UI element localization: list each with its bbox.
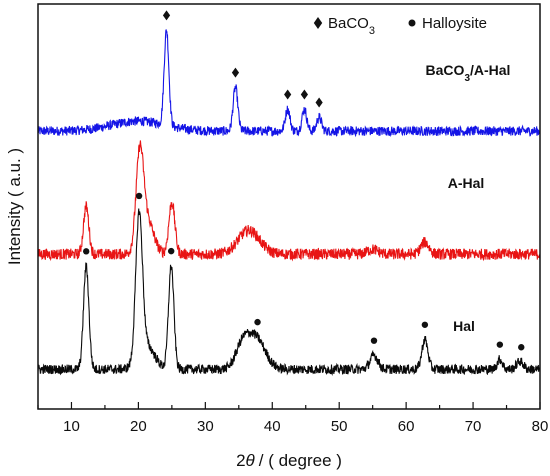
x-tick-label: 50 xyxy=(331,418,348,435)
series-label-baco3-rest: /A-Hal xyxy=(470,62,510,78)
x-tick-label: 30 xyxy=(197,418,214,435)
x-axis-ticks: 10 20 30 40 50 60 70 80 xyxy=(37,402,549,435)
series-label-a-hal: A-Hal xyxy=(448,175,485,191)
peak-marker-diamond xyxy=(162,10,171,21)
x-axis-label-theta: θ xyxy=(246,451,256,470)
series-label-baco3-main: BaCO xyxy=(426,62,465,78)
series-line-baco3-a-hal xyxy=(37,29,541,138)
legend-label-baco3-main: BaCO xyxy=(328,15,369,32)
peak-marker-circle xyxy=(518,344,525,351)
peak-marker-circle xyxy=(421,321,429,328)
peak-marker-diamond xyxy=(231,67,240,78)
peak-marker-diamond xyxy=(284,89,292,100)
series-label-baco3-sub: 3 xyxy=(464,73,470,84)
x-tick-label: 70 xyxy=(465,418,482,435)
legend-diamond-icon xyxy=(313,17,323,29)
plot-frame xyxy=(37,3,541,410)
peak-marker-circle xyxy=(167,247,175,255)
peak-marker-diamond xyxy=(300,89,308,100)
peak-marker-circle xyxy=(370,337,378,344)
peak-marker-diamond xyxy=(315,97,323,108)
series-label-hal: Hal xyxy=(453,318,475,334)
legend-circle-icon xyxy=(408,19,416,27)
markers-group xyxy=(82,10,525,351)
legend-label-baco3: BaCO3 xyxy=(328,15,375,37)
series-label-baco3-a-hal: BaCO3/A-Hal xyxy=(426,62,511,84)
x-tick-label: 20 xyxy=(130,418,147,435)
x-tick-label: 60 xyxy=(398,418,415,435)
legend-label-halloysite: Halloysite xyxy=(422,15,487,32)
legend: BaCO3 Halloysite xyxy=(313,15,487,37)
peak-marker-circle xyxy=(135,192,143,200)
x-tick-label: 80 xyxy=(532,418,549,435)
series-line-hal xyxy=(37,208,541,377)
series-group xyxy=(37,29,541,377)
peak-marker-circle xyxy=(82,248,90,255)
peak-marker-circle xyxy=(496,341,504,348)
peak-marker-circle xyxy=(254,318,261,326)
x-tick-label: 40 xyxy=(264,418,281,435)
series-line-a-hal xyxy=(37,140,541,262)
x-axis-label-suffix: / ( degree ) xyxy=(259,451,342,470)
x-tick-label: 10 xyxy=(63,418,80,435)
x-axis-label: 2θ / ( degree ) xyxy=(236,451,342,470)
legend-label-baco3-sub: 3 xyxy=(369,25,375,37)
y-axis-label: Intensity ( a.u. ) xyxy=(5,148,24,265)
x-axis-label-prefix: 2 xyxy=(236,451,245,470)
